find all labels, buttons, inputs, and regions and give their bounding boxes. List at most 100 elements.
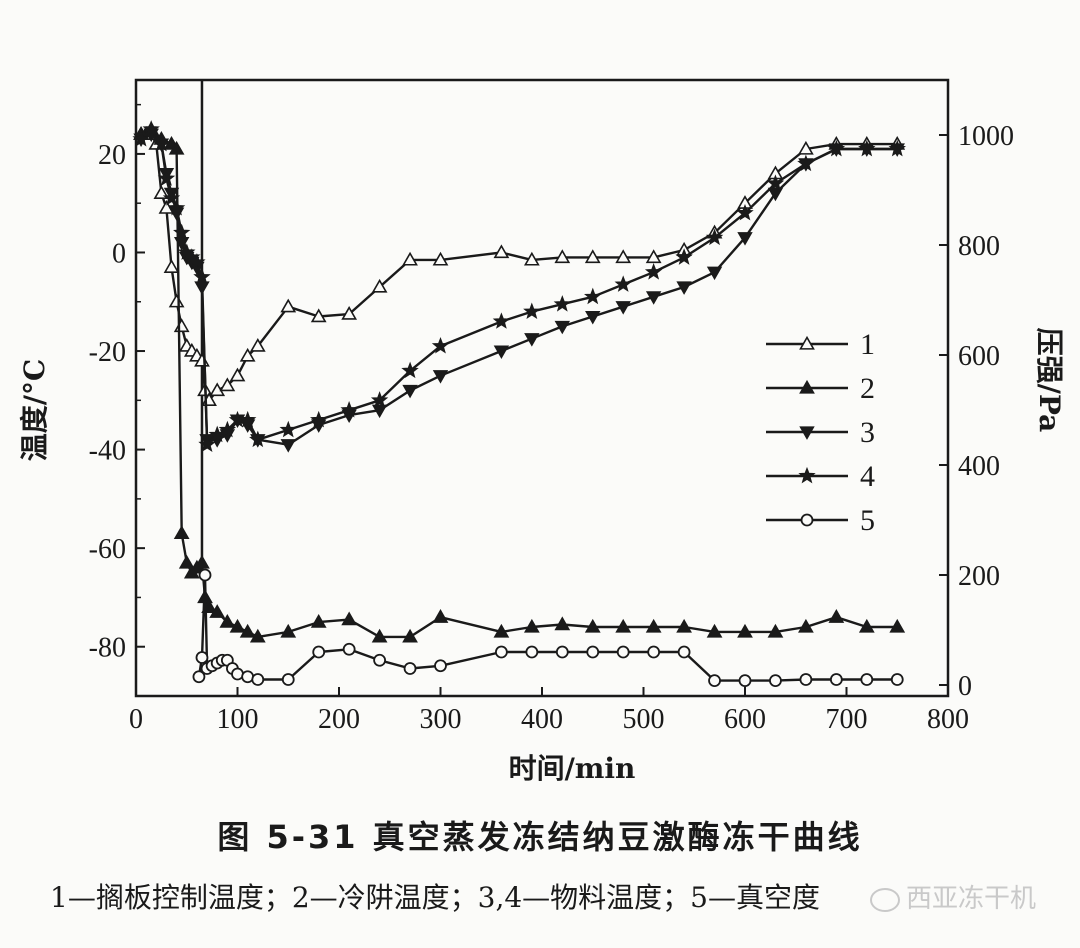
series-4-point: [198, 435, 216, 452]
series-2: [133, 121, 906, 643]
legend-entry-3: 3: [766, 416, 875, 449]
figure-caption: 1—搁板控制温度；2—冷阱温度；3,4—物料温度；5—真空度: [50, 881, 820, 914]
figure-title: 图 5-31 真空蒸发冻结纳豆激酶冻干曲线: [217, 818, 863, 856]
series-5-point: [373, 653, 387, 667]
series-2-point: [229, 618, 246, 633]
series-1-point: [173, 318, 190, 333]
series-1-point: [402, 251, 418, 266]
series-5: [192, 568, 904, 687]
series-5-point: [738, 674, 752, 687]
series-1-point: [249, 337, 266, 352]
series-5-point: [281, 673, 295, 686]
series-4-point: [173, 223, 191, 241]
series-4: [132, 120, 906, 452]
y-axis-title: 温度/°C: [18, 359, 51, 462]
series-5-point: [890, 673, 904, 686]
series-2-point: [798, 618, 814, 633]
x-tick-label: 500: [623, 704, 665, 735]
series-2-point: [828, 609, 845, 623]
series-5-point: [677, 645, 691, 659]
series-2-point: [178, 554, 195, 569]
series-2-point: [371, 628, 388, 643]
series-2-point: [584, 618, 601, 633]
series-2-point: [209, 604, 226, 618]
series-4-point: [553, 295, 571, 312]
x-tick-label: 800: [927, 704, 969, 735]
series-2-point: [194, 554, 210, 569]
series-2-point: [173, 525, 190, 540]
series-1-point: [219, 377, 236, 392]
series-4-point: [492, 312, 511, 329]
y-tick-label: -40: [89, 436, 126, 467]
legend-label: 1: [860, 328, 875, 361]
series-4-point: [208, 425, 226, 443]
x-tick-label: 100: [217, 704, 259, 735]
series-5-point: [647, 645, 661, 659]
series-2-point: [737, 623, 753, 638]
series-2-line: [140, 128, 898, 639]
series-4-point: [249, 430, 267, 448]
legend-entry-5: 5: [766, 504, 875, 537]
series-2-point: [341, 611, 358, 626]
series-4-point: [157, 169, 176, 186]
series-5-point: [708, 674, 721, 687]
legend-marker: [800, 513, 814, 527]
series-4-point: [736, 203, 754, 221]
y2-axis-title: 压强/Pa: [1033, 328, 1066, 433]
series-4-point: [858, 139, 876, 157]
series-4-point: [614, 275, 632, 292]
y-tick-label: -60: [89, 534, 126, 565]
series-1-point: [168, 293, 185, 308]
series-4-point: [644, 263, 663, 280]
series-5-point: [555, 645, 569, 659]
series-3-point: [615, 301, 631, 315]
series-2-point: [645, 618, 662, 633]
legend-entry-2: 2: [766, 372, 875, 405]
series-4-point: [401, 361, 419, 379]
x-tick-label: 700: [826, 704, 868, 735]
legend-marker: [798, 466, 816, 484]
series-1-point: [615, 249, 632, 264]
legend-marker: [799, 426, 815, 440]
legend-entry-1: 1: [766, 328, 875, 361]
series-1-point: [523, 251, 540, 266]
series-5-point: [525, 645, 539, 659]
series-1-point: [493, 244, 510, 259]
series-1-point: [371, 278, 388, 293]
y-tick-label: 0: [112, 238, 126, 269]
series-4-point: [797, 154, 815, 172]
series-2-point: [706, 623, 723, 638]
series-2-point: [280, 623, 297, 638]
series-2-point: [239, 623, 256, 638]
series-2-point: [767, 623, 784, 638]
legend-label: 3: [860, 416, 875, 449]
legend-marker: [799, 335, 815, 350]
series-4-point: [188, 253, 206, 270]
series-3-point: [371, 404, 388, 419]
series-1-point: [310, 308, 327, 323]
series-2-point: [676, 618, 692, 633]
series-1-point: [280, 298, 297, 313]
y2-tick-label: 600: [958, 341, 1000, 372]
series-4-point: [340, 401, 358, 418]
series-4-line: [140, 128, 898, 446]
series-4-point: [675, 248, 693, 265]
series-2-point: [432, 609, 449, 623]
y-tick-label: 20: [98, 140, 126, 171]
x-tick-label: 200: [318, 704, 360, 735]
series-2-point: [310, 613, 327, 628]
series-3-point: [493, 345, 510, 359]
series-1-point: [239, 347, 256, 362]
series-3-point: [554, 320, 571, 335]
series-2-point: [249, 628, 266, 643]
wechat-icon: [870, 887, 900, 912]
legend-label: 2: [860, 372, 875, 405]
watermark: 西亚冻干机: [870, 878, 1036, 915]
series-1-line: [141, 133, 898, 402]
series-5-point: [829, 673, 843, 686]
series-2-point: [858, 618, 875, 633]
series-2-point: [402, 628, 418, 643]
series-2-point: [493, 623, 510, 638]
series-5-point: [586, 645, 600, 659]
series-4-point: [162, 189, 181, 206]
